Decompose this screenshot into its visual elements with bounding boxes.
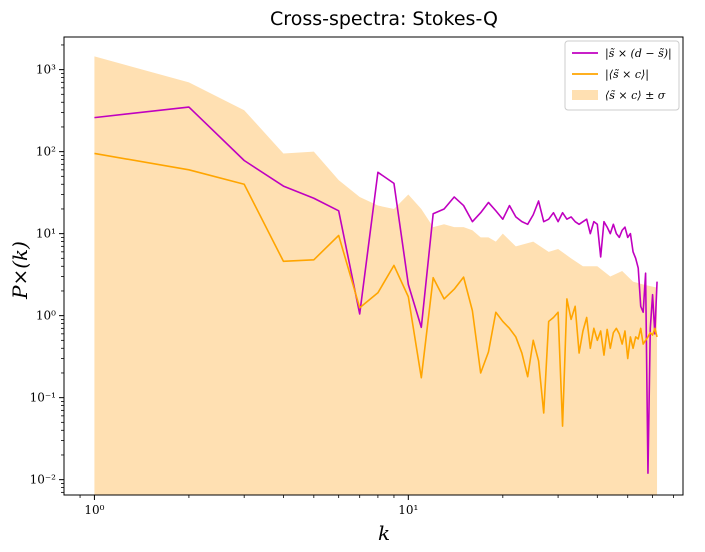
y-tick-label-3: 10¹: [36, 227, 56, 241]
line-series-1: [94, 152, 658, 427]
legend-label-1: |⟨s̃ × c⟩|: [605, 68, 649, 82]
legend: |s̃ × (d − s̃)| |⟨s̃ × c⟩| ⟨s̃ × c⟩ ± σ: [564, 40, 680, 111]
x-axis-label: k: [378, 521, 390, 545]
legend-swatch-2: [572, 90, 598, 100]
y-tick-label-5: 10³: [36, 63, 56, 77]
y-tick-label-1: 10⁻¹: [30, 391, 56, 405]
x-tick-label-0: 10⁰: [84, 503, 104, 517]
y-tick-label-4: 10²: [36, 145, 56, 159]
legend-label-0: |s̃ × (d − s̃)|: [605, 47, 672, 61]
plot-area: [94, 56, 658, 495]
band-series-0: [94, 56, 658, 495]
line-series-0: [94, 106, 658, 474]
chart-title: Cross-spectra: Stokes-Q: [270, 8, 498, 30]
axes: 10⁰ 10¹ 10⁻² 10⁻¹ 10⁰ 10¹ 10² 10³: [30, 36, 684, 517]
y-tick-label-2: 10⁰: [36, 309, 56, 323]
y-axis-label: P×(k): [8, 241, 32, 300]
legend-label-2: ⟨s̃ × c⟩ ± σ: [605, 89, 666, 102]
y-tick-label-0: 10⁻²: [30, 473, 57, 487]
x-tick-label-1: 10¹: [398, 503, 418, 517]
